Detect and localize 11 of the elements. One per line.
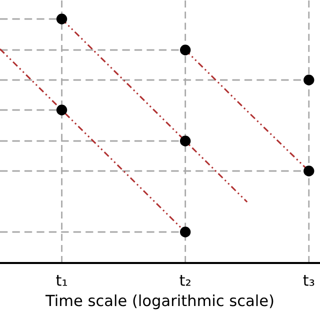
point [56,14,68,24]
point [304,74,314,86]
point [180,136,191,146]
x-tick-label: t₃ [303,274,314,286]
point [180,44,191,56]
x-axis-title: Time scale (logarithmic scale) [45,294,274,310]
x-tick-label: t₂ [180,274,190,286]
point [304,166,314,176]
x-tick-label: t₁ [56,274,67,286]
point [180,226,191,238]
point [56,104,68,116]
